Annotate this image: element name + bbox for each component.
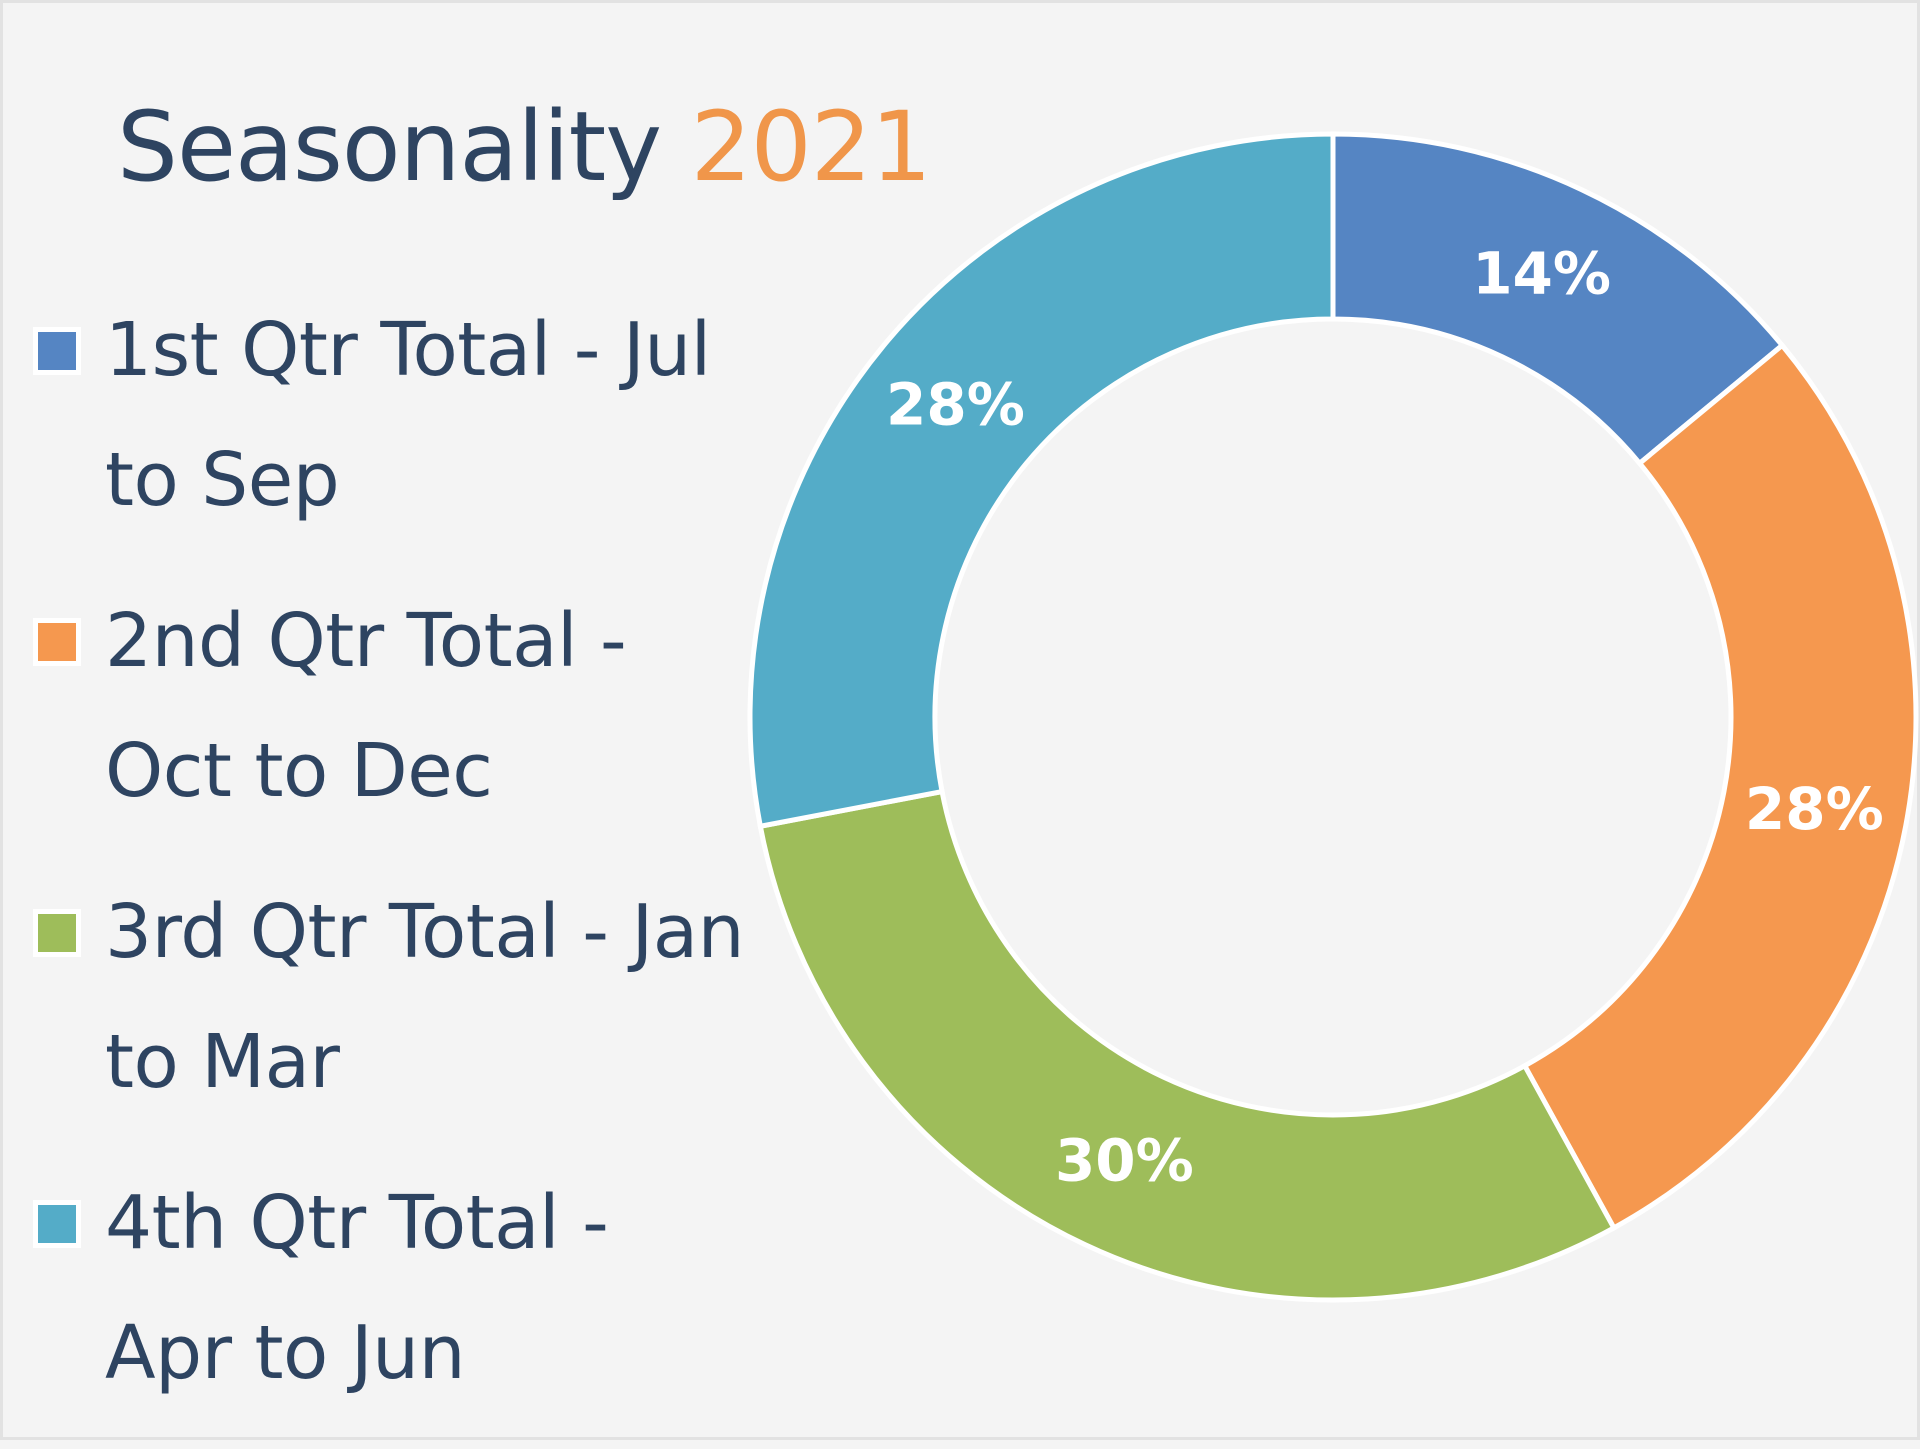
slice-label-q3: 30% [1055, 1126, 1194, 1194]
legend-item-q1: 1st Qtr Total - Jul to Sep [33, 285, 753, 576]
legend-item-q2: 2nd Qtr Total - Oct to Dec [33, 576, 753, 867]
legend-item-q4: 4th Qtr Total - Apr to Jun [33, 1158, 753, 1449]
doughnut-chart: 14% 28% 30% 28% [747, 131, 1919, 1303]
slice-label-q1: 14% [1472, 240, 1611, 308]
legend-label-q2: 2nd Qtr Total - Oct to Dec [105, 598, 627, 814]
slice-q2 [1521, 341, 1919, 1232]
slice-q4 [747, 131, 1336, 830]
legend-swatch-q1 [33, 327, 81, 375]
slice-q3 [757, 788, 1618, 1303]
chart-title-year: 2021 [690, 91, 932, 203]
chart-legend: 1st Qtr Total - Jul to Sep 2nd Qtr Total… [33, 285, 753, 1449]
legend-label-q4: 4th Qtr Total - Apr to Jun [105, 1180, 609, 1396]
legend-item-q3: 3rd Qtr Total - Jan to Mar [33, 867, 753, 1158]
legend-label-q1: 1st Qtr Total - Jul to Sep [105, 307, 711, 523]
legend-swatch-q3 [33, 909, 81, 957]
chart-title: Seasonality 2021 [117, 91, 932, 203]
legend-swatch-q2 [33, 618, 81, 666]
slice-label-q4: 28% [886, 371, 1025, 439]
chart-title-main: Seasonality [117, 91, 662, 203]
slice-label-q2: 28% [1745, 775, 1884, 843]
legend-swatch-q4 [33, 1200, 81, 1248]
legend-label-q3: 3rd Qtr Total - Jan to Mar [105, 889, 745, 1105]
